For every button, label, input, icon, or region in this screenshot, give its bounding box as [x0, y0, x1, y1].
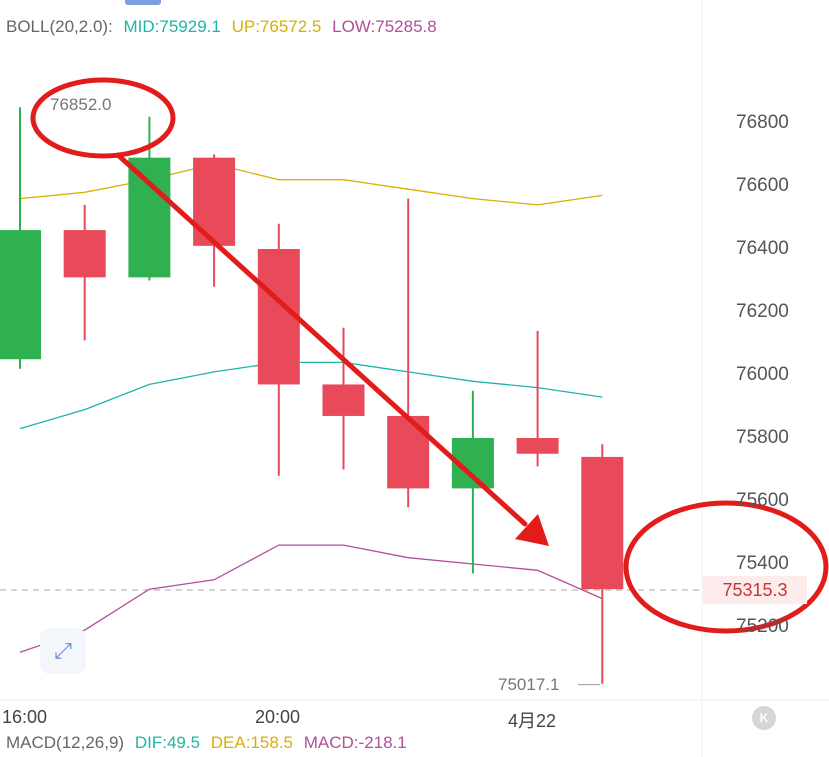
macd-dif-value: DIF:49.5 — [134, 733, 201, 752]
annotations — [30, 77, 829, 634]
y-tick-label: 75600 — [736, 490, 789, 511]
expand-icon[interactable]: ⤢ — [40, 628, 86, 674]
candle-body — [322, 384, 365, 416]
candle-body — [516, 438, 559, 454]
boll-up-value: UP:76572.5 — [231, 17, 322, 36]
y-tick-label: 76600 — [736, 175, 789, 196]
macd-label: MACD(12,26,9) — [6, 733, 125, 752]
current-price-tag: 75315.3 — [703, 576, 807, 604]
y-tick-label: 76000 — [736, 364, 789, 385]
boll-low-line — [19, 544, 603, 653]
y-tick-label: 76800 — [736, 112, 789, 133]
top-tab-indicator[interactable] — [125, 0, 161, 5]
candle-body — [193, 157, 236, 246]
macd-value: MACD:-218.1 — [303, 733, 407, 752]
price-circle-annotation — [623, 500, 829, 634]
trend-arrow-head — [515, 514, 549, 546]
y-tick-label: 75800 — [736, 427, 789, 448]
candle-body — [63, 230, 106, 278]
macd-dea-value: DEA:158.5 — [210, 733, 294, 752]
y-tick-label: 76400 — [736, 238, 789, 259]
high-circle-annotation — [30, 77, 176, 159]
candle-body — [0, 230, 41, 360]
macd-legend: MACD(12,26,9) DIF:49.5 DEA:158.5 MACD:-2… — [6, 733, 413, 753]
scroll-end-icon[interactable]: K — [752, 706, 776, 730]
boll-label: BOLL(20,2.0): — [6, 17, 113, 36]
candle-body — [581, 456, 624, 590]
y-tick-label: 75200 — [736, 616, 789, 637]
y-tick-label: 76200 — [736, 301, 789, 322]
boll-mid-line — [19, 361, 603, 430]
candles — [0, 107, 624, 686]
boll-bands — [19, 163, 603, 653]
boll-legend: BOLL(20,2.0): MID:75929.1 UP:76572.5 LOW… — [6, 17, 443, 37]
high-price-label: 76852.0 — [50, 95, 112, 114]
x-tick-label: 16:00 — [2, 707, 48, 727]
low-price-label: 75017.1 — [498, 675, 560, 694]
x-tick-label: 4月22 — [508, 711, 557, 731]
trend-arrow-line — [115, 152, 528, 527]
candle-body — [128, 157, 171, 278]
x-tick-label: 20:00 — [255, 707, 301, 727]
boll-low-value: LOW:75285.8 — [332, 17, 437, 36]
boll-mid-value: MID:75929.1 — [123, 17, 221, 36]
candle-body — [387, 415, 430, 489]
y-tick-label: 75400 — [736, 553, 789, 574]
boll-up-line — [19, 163, 603, 206]
